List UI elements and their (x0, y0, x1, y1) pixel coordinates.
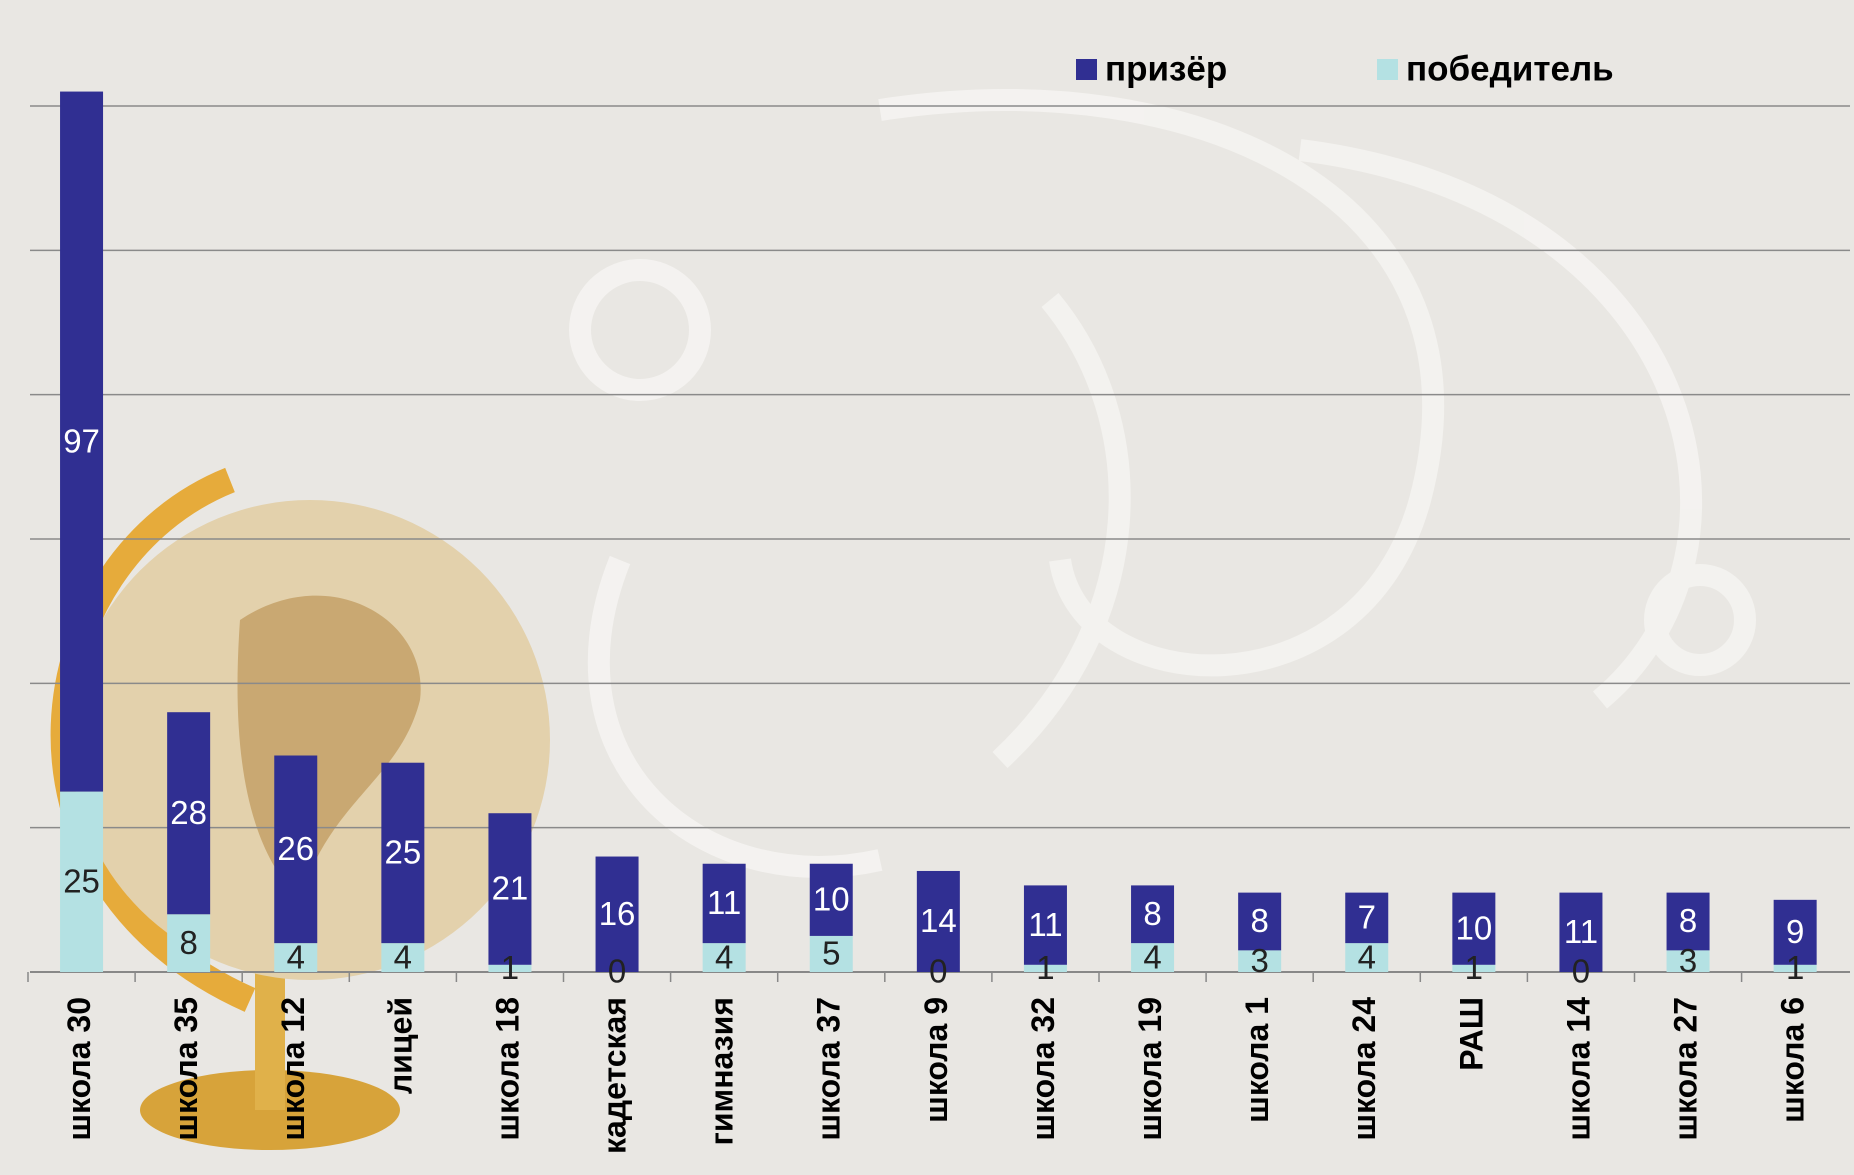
data-label: 97 (63, 422, 100, 459)
data-label: 0 (929, 953, 947, 990)
bar-segment (1773, 964, 1817, 972)
data-label: 10 (813, 881, 850, 918)
data-label: 1 (1465, 949, 1483, 986)
data-label: 7 (1358, 899, 1376, 936)
data-label: 21 (492, 870, 529, 907)
data-label: 8 (1143, 895, 1161, 932)
bar-segment (702, 943, 746, 972)
bar-segment (1666, 950, 1710, 972)
bar-segment (1666, 892, 1710, 951)
x-tick-label: РАШ (1453, 997, 1489, 1071)
data-label: 25 (384, 834, 421, 871)
bar-segment (1559, 892, 1603, 972)
bar-segment (1131, 943, 1175, 972)
data-label: 28 (170, 794, 207, 831)
bar-segment (274, 755, 318, 944)
bar-segment (1773, 899, 1817, 965)
bar-segment (1452, 964, 1496, 972)
data-label: 11 (1564, 913, 1598, 950)
x-tick-label: школа 30 (61, 997, 97, 1141)
data-label: 3 (1250, 942, 1268, 979)
bar-segment (1238, 950, 1282, 972)
legend-swatch (1377, 59, 1398, 80)
bars (60, 91, 1817, 972)
x-tick-label: школа 32 (1025, 997, 1061, 1141)
bar-segment (1345, 943, 1389, 972)
x-tick-label: школа 14 (1560, 997, 1596, 1141)
data-label: 11 (707, 884, 741, 921)
bar-segment (167, 712, 211, 915)
bar-segment (381, 943, 425, 972)
x-tick-label: лицей (382, 997, 418, 1094)
bar-segment (916, 870, 960, 972)
data-label: 14 (920, 902, 957, 939)
bar-segment (274, 943, 318, 972)
data-label: 3 (1679, 942, 1697, 979)
data-label: 11 (1028, 906, 1062, 943)
x-tick-label: школа 18 (489, 997, 525, 1141)
bar-segment (60, 791, 104, 972)
bar-segment (488, 964, 532, 972)
x-tick-label: школа 27 (1668, 997, 1704, 1141)
bar-segment (1131, 885, 1175, 944)
data-label: 10 (1455, 909, 1492, 946)
bar-segment (1023, 885, 1067, 965)
bar-segment (595, 856, 639, 972)
data-label: 8 (1679, 902, 1697, 939)
bar-segment (1023, 964, 1067, 972)
data-label: 1 (1786, 949, 1804, 986)
bar-segment (60, 91, 104, 792)
bar-segment (809, 863, 853, 936)
bar-segment (1452, 892, 1496, 965)
bar-segment (1238, 892, 1282, 951)
ornament (569, 89, 1756, 878)
x-tick-label: школа 37 (811, 997, 847, 1141)
data-label: 16 (599, 895, 636, 932)
legend-label: победитель (1406, 49, 1614, 88)
x-tick-label: школа 24 (1346, 997, 1382, 1141)
data-label: 26 (277, 830, 314, 867)
data-label: 1 (501, 949, 519, 986)
data-label: 8 (179, 924, 197, 961)
data-label: 4 (1358, 938, 1376, 975)
bar-segment (381, 762, 425, 944)
x-tick-label: школа 9 (918, 997, 954, 1123)
x-tick-label: кадетская (597, 997, 633, 1154)
x-tick-label: школа 1 (1239, 997, 1275, 1123)
data-label: 0 (1572, 953, 1590, 990)
data-label: 4 (287, 938, 305, 975)
x-tick-label: гимназия (704, 997, 740, 1145)
bar-segment (488, 813, 532, 965)
x-tick-label: школа 12 (275, 997, 311, 1141)
bar-segment (167, 914, 211, 972)
data-label: 9 (1786, 913, 1804, 950)
data-label: 5 (822, 935, 840, 972)
x-tick-label: школа 19 (1132, 997, 1168, 1141)
bar-segment (809, 935, 853, 972)
bar-segment (1345, 892, 1389, 944)
legend-label: призёр (1105, 49, 1227, 88)
data-label: 1 (1036, 949, 1054, 986)
data-label: 25 (63, 863, 100, 900)
data-label: 8 (1250, 902, 1268, 939)
grid (27, 105, 1850, 982)
data-label: 0 (608, 953, 626, 990)
x-tick-label: школа 6 (1775, 997, 1811, 1123)
data-label: 4 (715, 938, 733, 975)
data-label: 4 (1143, 938, 1161, 975)
x-tick-label: школа 35 (168, 997, 204, 1141)
bar-segment (702, 863, 746, 944)
legend-swatch (1076, 59, 1097, 80)
data-label: 4 (394, 938, 412, 975)
